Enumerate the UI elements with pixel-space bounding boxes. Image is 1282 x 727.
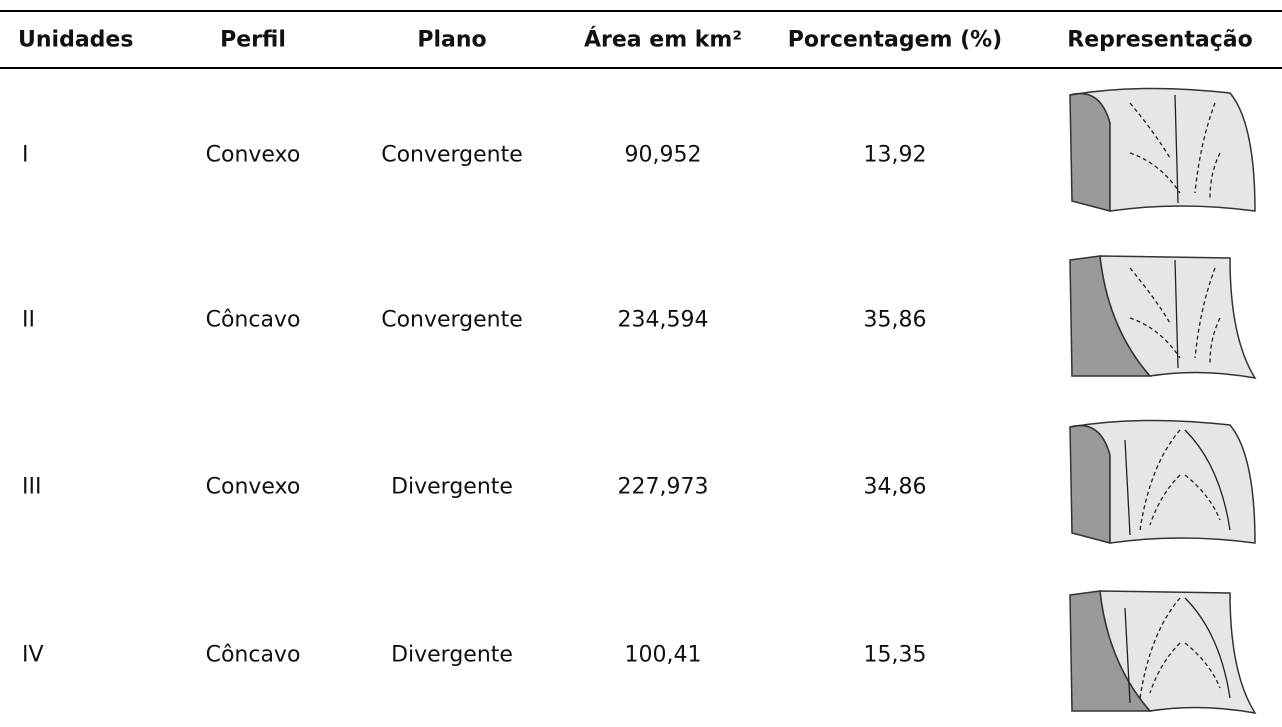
table-cell: Unidades — [18, 27, 134, 53]
table-cell: I — [22, 142, 29, 168]
table-cell: Convexo — [205, 142, 301, 168]
table-cell: Área em km² — [584, 27, 742, 53]
header-rule — [0, 67, 1282, 69]
table-cell: Perfil — [220, 27, 286, 53]
table-cell: 90,952 — [624, 142, 702, 168]
table-cell: Porcentagem (%) — [787, 27, 1003, 53]
table-cell: 15,35 — [863, 642, 927, 668]
table-cell: 227,973 — [617, 474, 709, 500]
table-cell: Convergente — [381, 142, 523, 168]
table-cell: 35,86 — [863, 307, 927, 333]
table-cell: 234,594 — [617, 307, 709, 333]
table-cell: Divergente — [391, 642, 513, 668]
top-rule — [0, 10, 1282, 12]
slope-illustration — [1069, 590, 1257, 715]
table-cell: 13,92 — [863, 142, 927, 168]
table-cell: II — [22, 307, 35, 333]
table-cell: Divergente — [391, 474, 513, 500]
table-cell: Côncavo — [205, 307, 301, 333]
table-cell: III — [22, 474, 42, 500]
table-cell: Plano — [417, 27, 487, 53]
table-cell: Convexo — [205, 474, 301, 500]
table-cell: Convergente — [381, 307, 523, 333]
table-cell: IV — [22, 642, 44, 668]
slope-illustration — [1069, 419, 1256, 544]
table-cell: Representação — [1067, 27, 1253, 53]
slope-illustration — [1069, 87, 1256, 212]
table-cell: Côncavo — [205, 642, 301, 668]
table-cell: 34,86 — [863, 474, 927, 500]
table-cell: 100,41 — [624, 642, 702, 668]
slope-illustration — [1069, 255, 1257, 380]
